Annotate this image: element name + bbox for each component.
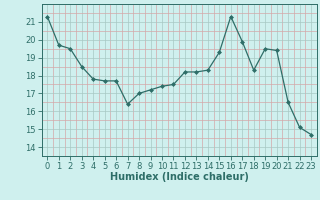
X-axis label: Humidex (Indice chaleur): Humidex (Indice chaleur) — [110, 172, 249, 182]
